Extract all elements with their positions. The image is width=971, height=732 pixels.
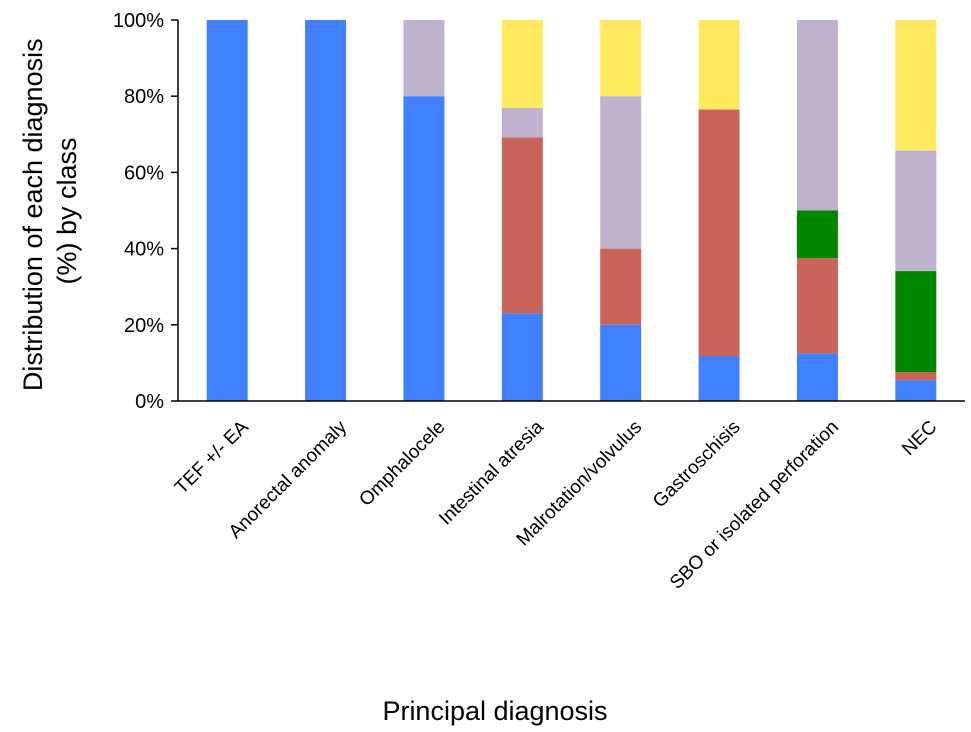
bar-segment-4-2	[501, 137, 543, 314]
bar-segment-4-5	[501, 20, 543, 109]
bar-segment-8-1	[895, 380, 937, 401]
x-tick-label: Gastroschisis	[649, 417, 744, 512]
bar-segment-5-2	[600, 248, 642, 325]
bars-group	[206, 20, 937, 401]
y-tick-label: 80%	[124, 86, 164, 108]
bar-segment-8-5	[895, 20, 937, 151]
y-ticks-group: 0% 20% 40% 60% 80% 100%	[113, 10, 178, 413]
bar-segment-8-4	[895, 150, 937, 272]
y-tick-label: 20%	[124, 315, 164, 337]
x-tick-label: NEC	[898, 417, 941, 460]
bar-segment-4-1	[501, 313, 543, 401]
bar-segment-6-2	[698, 109, 740, 357]
x-tick-label: TEF +/- EA	[171, 416, 253, 498]
bar-segment-5-4	[600, 96, 642, 249]
x-tick-label: Intestinal atresia	[435, 416, 548, 529]
x-tick-label: Omphalocele	[355, 417, 449, 511]
bar-segment-5-1	[600, 324, 642, 401]
y-axis-title-line-2: (%) by class	[52, 137, 82, 284]
axes-group	[177, 20, 965, 402]
bar-segment-4-4	[501, 108, 543, 138]
bar-segment-7-4	[796, 20, 838, 211]
y-tick-label: 0%	[135, 391, 164, 413]
y-tick-label: 40%	[124, 239, 164, 261]
bar-segment-7-1	[796, 353, 838, 401]
bar-segment-3-4	[403, 20, 445, 97]
bar-segment-8-3	[895, 271, 937, 373]
bar-segment-7-2	[796, 258, 838, 354]
bar-segment-6-1	[698, 356, 740, 401]
bar-segment-2-1	[305, 20, 347, 401]
bar-segment-5-5	[600, 20, 642, 97]
y-tick-label: 100%	[113, 10, 164, 32]
x-axis-title: Principal diagnosis	[382, 696, 607, 726]
y-tick-label: 60%	[124, 162, 164, 184]
bar-segment-6-5	[698, 20, 740, 110]
x-tick-label: SBO or isolated perforation	[666, 417, 843, 594]
bar-segment-8-2	[895, 372, 937, 381]
bar-segment-7-3	[796, 210, 838, 259]
y-axis-title-line-1: Distribution of each diagnosis	[18, 38, 48, 391]
y-axis-title: Distribution of each diagnosis (%) by cl…	[18, 31, 82, 391]
bar-segment-3-1	[403, 96, 445, 401]
bar-segment-1-1	[206, 20, 248, 401]
